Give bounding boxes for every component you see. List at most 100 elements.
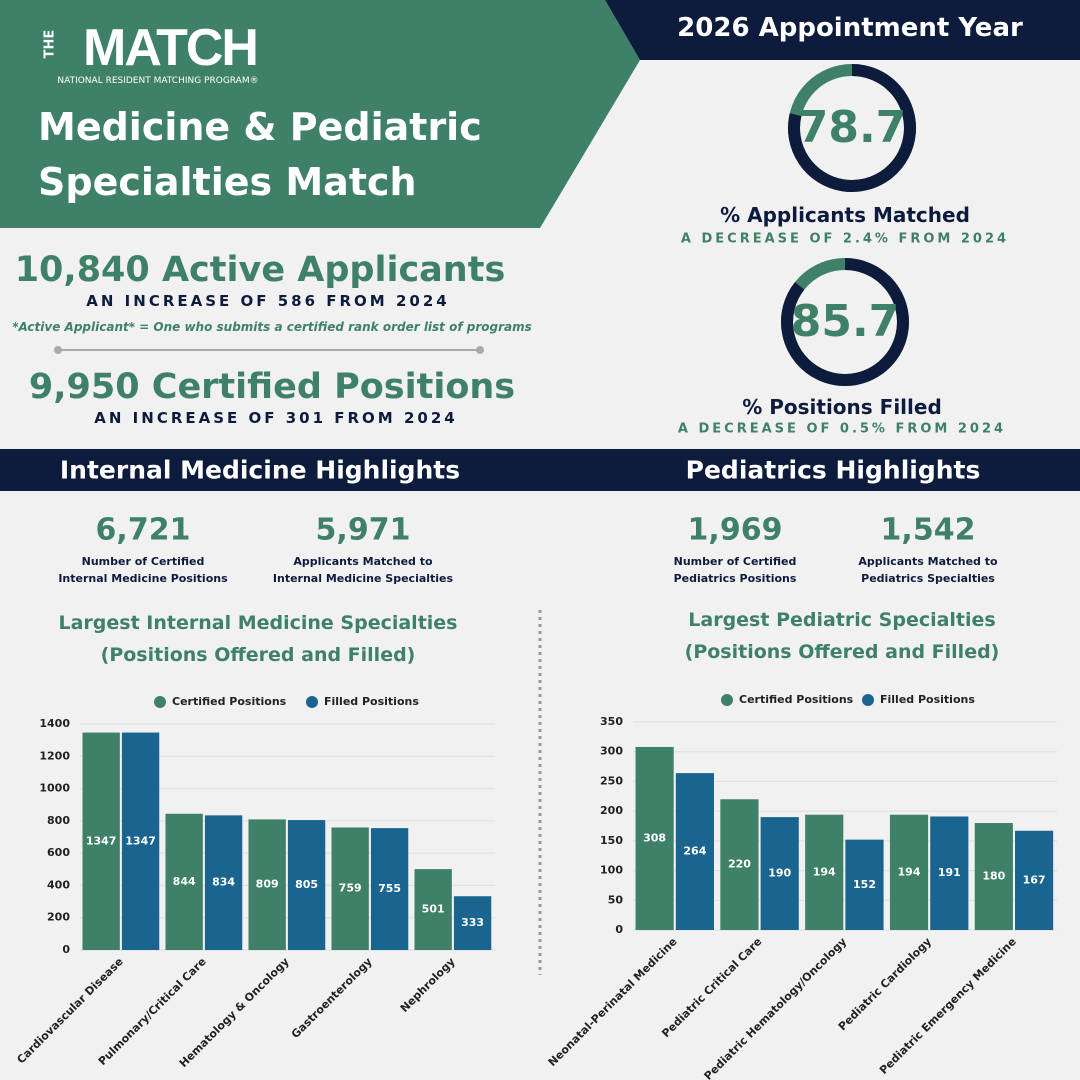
bar-label: 501 (422, 903, 445, 916)
bar-label: 220 (728, 858, 751, 871)
bar-label: 264 (683, 845, 706, 858)
bar (675, 773, 714, 930)
y-tick-label: 0 (62, 943, 70, 956)
x-tick-label: Nephrology (398, 955, 458, 1015)
year: 2026 Appointment Year (677, 13, 1023, 43)
highlight-label: Number of Certified Internal Medicine Po… (58, 555, 228, 585)
bar (805, 814, 844, 930)
logo-small: THE (42, 29, 58, 59)
bar-label: 308 (643, 831, 666, 844)
gauge-label: % Applicants Matched (720, 203, 970, 227)
bar (974, 823, 1013, 930)
title: Medicine & Pediatric Specialties Match (38, 105, 482, 204)
bar-label: 152 (853, 878, 876, 891)
chart-title: Largest Pediatric Specialties (688, 609, 996, 631)
bar (248, 819, 286, 950)
stat-headline: 10,840 Active Applicants (14, 250, 506, 290)
bar (889, 814, 929, 930)
bar (635, 746, 674, 930)
logo-subtitle: NATIONAL RESIDENT MATCHING PROGRAM® (57, 76, 259, 86)
bar (370, 828, 409, 950)
section-title: Internal Medicine Highlights (59, 455, 461, 485)
chart-subtitle: (Positions Offered and Filled) (684, 641, 1000, 663)
bar (760, 817, 799, 930)
divider-dot (476, 346, 484, 354)
highlight-number: 6,721 (95, 512, 191, 548)
bar-label: 191 (938, 866, 961, 879)
divider-dot (54, 346, 62, 354)
stat-change: AN INCREASE OF 301 FROM 2024 (94, 409, 458, 427)
x-tick-label: Pediatric Cardiology (836, 935, 934, 1033)
legend-label: Certified Positions (739, 693, 854, 706)
legend-label: Certified Positions (172, 695, 287, 708)
year-banner (605, 0, 1080, 60)
gauge-change: A DECREASE OF 0.5% FROM 2024 (677, 421, 1007, 437)
section-title: Pediatrics Highlights (685, 455, 981, 485)
bar (287, 820, 326, 950)
bar (414, 869, 452, 950)
y-tick-label: 0 (615, 923, 623, 936)
stat-headline: 9,950 Certified Positions (28, 367, 516, 407)
x-tick-label: Pediatric Hematology/Oncology (702, 935, 850, 1080)
gauge-label: % Positions Filled (742, 395, 942, 419)
y-tick-label: 50 (608, 893, 624, 906)
bar-label: 834 (212, 876, 235, 889)
y-tick-label: 200 (47, 911, 70, 924)
y-tick-label: 250 (600, 774, 623, 787)
y-tick-label: 600 (47, 846, 70, 859)
legend-label: Filled Positions (880, 693, 975, 706)
legend-swatch (862, 694, 874, 706)
bar-label: 333 (461, 916, 484, 929)
section-band (0, 449, 1080, 491)
highlight-label: Applicants Matched to Internal Medicine … (272, 555, 454, 585)
x-tick-label: Pediatric Critical Care (659, 935, 764, 1040)
legend-label: Filled Positions (324, 695, 419, 708)
x-tick-label: Pediatric Emergency Medicine (877, 935, 1019, 1077)
bar (845, 839, 884, 930)
y-tick-label: 1400 (39, 717, 70, 730)
highlight-label: Applicants Matched to Pediatrics Special… (858, 555, 998, 585)
bar-label: 194 (898, 865, 921, 878)
bar (121, 732, 160, 950)
bar (720, 799, 759, 930)
highlight-number: 5,971 (315, 512, 411, 548)
bar (1015, 830, 1054, 930)
highlight-number: 1,542 (880, 512, 976, 548)
gauge-arc (788, 64, 916, 192)
y-tick-label: 1000 (39, 782, 70, 795)
bar-label: 1347 (125, 834, 156, 847)
y-tick-label: 400 (47, 878, 70, 891)
header-panel (0, 0, 640, 228)
y-tick-label: 150 (600, 834, 623, 847)
bar-label: 755 (378, 882, 401, 895)
bar (453, 896, 492, 950)
bar (82, 732, 120, 950)
bar-label: 180 (982, 870, 1005, 883)
bar (204, 815, 243, 950)
x-tick-label: Neonatal-Perinatal Medicine (546, 935, 680, 1069)
chart-title: Largest Internal Medicine Specialties (58, 612, 458, 634)
highlight-label: Number of Certified Pediatrics Positions (673, 555, 797, 585)
stat-change: AN INCREASE OF 586 FROM 2024 (86, 292, 450, 310)
bar (331, 827, 369, 950)
gauge-change: A DECREASE OF 2.4% FROM 2024 (680, 231, 1010, 247)
legend-swatch (154, 696, 166, 708)
gauge-arc (781, 258, 909, 386)
y-tick-label: 100 (600, 864, 623, 877)
bar (165, 813, 203, 950)
legend-swatch (306, 696, 318, 708)
y-tick-label: 1200 (39, 749, 70, 762)
gauge-value: 85.7 (791, 296, 900, 347)
y-tick-label: 200 (600, 804, 623, 817)
bar (930, 816, 969, 930)
bar-label: 809 (256, 878, 279, 891)
bar-label: 194 (813, 865, 836, 878)
highlight-number: 1,969 (687, 512, 783, 548)
gauge-value: 78.7 (798, 102, 907, 153)
bar-label: 190 (768, 867, 791, 880)
bar-label: 759 (339, 882, 362, 895)
y-tick-label: 350 (600, 715, 623, 728)
x-tick-label: Gastroenterology (289, 955, 375, 1041)
